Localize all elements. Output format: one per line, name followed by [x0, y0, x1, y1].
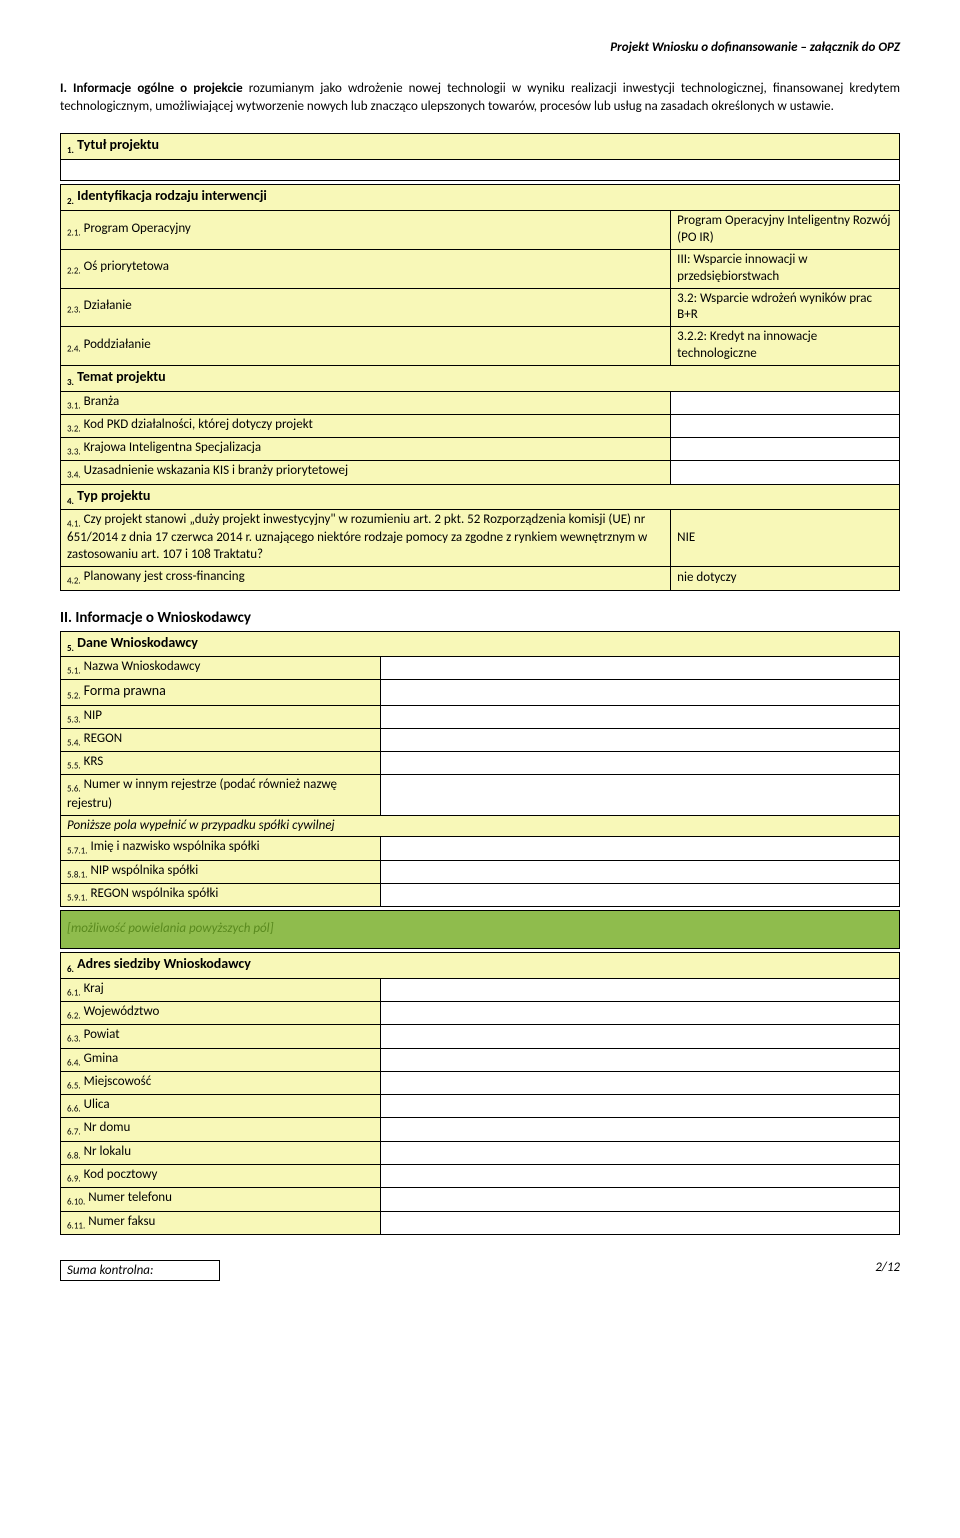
- intro-lead: I. Informacje ogólne o projekcie: [60, 81, 249, 96]
- green-note: [możliwość powielania powyższych pól]: [61, 911, 900, 949]
- s6-r2-value[interactable]: [381, 1001, 900, 1024]
- section-2-table: 2. Identyfikacja rodzaju interwencji 2.1…: [60, 184, 900, 590]
- s5-r8-label: 5.8.1. NIP wspólnika spółki: [61, 860, 381, 883]
- s3-r1-label: 3.1. Branża: [61, 391, 671, 414]
- s5-r9-value[interactable]: [381, 884, 900, 907]
- s6-r6-value[interactable]: [381, 1095, 900, 1118]
- s5-r7-label: 5.7.1. Imię i nazwisko wspólnika spółki: [61, 837, 381, 860]
- section-6-table: 6. Adres siedziby Wnioskodawcy 6.1. Kraj…: [60, 952, 900, 1235]
- s3-r1-value[interactable]: [671, 391, 900, 414]
- s4-r1-value: NIE: [671, 510, 900, 567]
- s5-r8-value[interactable]: [381, 860, 900, 883]
- s2-header: 2. Identyfikacja rodzaju interwencji: [61, 185, 900, 210]
- s5-r6-label: 5.6. Numer w innym rejestrze (podać równ…: [61, 775, 381, 815]
- footer-checksum: Suma kontrolna:: [60, 1260, 220, 1281]
- s2-r4-label: 2.4. Poddziałanie: [61, 327, 671, 366]
- s2-r3-value: 3.2: Wsparcie wdrożeń wyników prac B+R: [671, 288, 900, 327]
- s3-r3-label: 3.3. Krajowa Inteligentna Specjalizacja: [61, 438, 671, 461]
- s6-r7-value[interactable]: [381, 1118, 900, 1141]
- s6-header: 6. Adres siedziby Wnioskodawcy: [61, 953, 900, 978]
- s6-r7-label: 6.7. Nr domu: [61, 1118, 381, 1141]
- s5-r6-value[interactable]: [381, 775, 900, 815]
- footer-page-number: 2/12: [875, 1260, 900, 1281]
- s6-r2-label: 6.2. Województwo: [61, 1001, 381, 1024]
- s6-r10-value[interactable]: [381, 1188, 900, 1211]
- intro-paragraph: I. Informacje ogólne o projekcie rozumia…: [60, 80, 900, 115]
- page-footer: Suma kontrolna: 2/12: [60, 1260, 900, 1281]
- s2-r1-label: 2.1. Program Operacyjny: [61, 210, 671, 249]
- s4-r2-label: 4.2. Planowany jest cross-financing: [61, 567, 671, 590]
- s6-r4-value[interactable]: [381, 1048, 900, 1071]
- s2-r1-value: Program Operacyjny Inteligentny Rozwój (…: [671, 210, 900, 249]
- s5-r4-label: 5.4. REGON: [61, 728, 381, 751]
- s4-header: 4. Typ projektu: [61, 484, 900, 509]
- s5-note: Poniższe pola wypełnić w przypadku spółk…: [61, 815, 900, 837]
- s3-r4-label: 3.4. Uzasadnienie wskazania KIS i branży…: [61, 461, 671, 484]
- s6-r11-label: 6.11. Numer faksu: [61, 1211, 381, 1234]
- s3-r4-value[interactable]: [671, 461, 900, 484]
- s2-r2-label: 2.2. Oś priorytetowa: [61, 249, 671, 288]
- doc-header: Projekt Wniosku o dofinansowanie – załąc…: [60, 40, 900, 55]
- s5-r3-label: 5.3. NIP: [61, 705, 381, 728]
- s5-r1-label: 5.1. Nazwa Wnioskodawcy: [61, 657, 381, 680]
- s6-r8-label: 6.8. Nr lokalu: [61, 1141, 381, 1164]
- s3-r3-value[interactable]: [671, 438, 900, 461]
- s1-header: 1. Tytuł projektu: [61, 134, 900, 159]
- s5-r2-label: 5.2. Forma prawna: [61, 680, 381, 705]
- green-note-table: [możliwość powielania powyższych pól]: [60, 910, 900, 949]
- s6-r1-label: 6.1. Kraj: [61, 978, 381, 1001]
- s6-r5-value[interactable]: [381, 1071, 900, 1094]
- s5-r4-value[interactable]: [381, 728, 900, 751]
- s6-r11-value[interactable]: [381, 1211, 900, 1234]
- s6-r9-label: 6.9. Kod pocztowy: [61, 1164, 381, 1187]
- s5-r2-value[interactable]: [381, 680, 900, 705]
- s4-r1-label: 4.1. Czy projekt stanowi „duży projekt i…: [61, 510, 671, 567]
- s6-r6-label: 6.6. Ulica: [61, 1095, 381, 1118]
- s5-r3-value[interactable]: [381, 705, 900, 728]
- s6-r3-label: 6.3. Powiat: [61, 1025, 381, 1048]
- s5-r5-label: 5.5. KRS: [61, 752, 381, 775]
- s3-r2-value[interactable]: [671, 414, 900, 437]
- s3-header: 3. Temat projektu: [61, 366, 900, 391]
- s5-r1-value[interactable]: [381, 657, 900, 680]
- s6-r3-value[interactable]: [381, 1025, 900, 1048]
- s6-r1-value[interactable]: [381, 978, 900, 1001]
- s4-r2-value: nie dotyczy: [671, 567, 900, 590]
- s1-value[interactable]: [61, 159, 900, 181]
- s6-r8-value[interactable]: [381, 1141, 900, 1164]
- s6-r10-label: 6.10. Numer telefonu: [61, 1188, 381, 1211]
- s5-r5-value[interactable]: [381, 752, 900, 775]
- s3-r2-label: 3.2. Kod PKD działalności, której dotycz…: [61, 414, 671, 437]
- s6-r5-label: 6.5. Miejscowość: [61, 1071, 381, 1094]
- s2-r4-value: 3.2.2: Kredyt na innowacje technologiczn…: [671, 327, 900, 366]
- s5-r9-label: 5.9.1. REGON wspólnika spółki: [61, 884, 381, 907]
- section-ii-heading: II. Informacje o Wnioskodawcy: [60, 609, 900, 627]
- section-5-table: 5. Dane Wnioskodawcy 5.1. Nazwa Wnioskod…: [60, 631, 900, 908]
- s2-r2-value: III: Wsparcie innowacji w przedsiębiorst…: [671, 249, 900, 288]
- s6-r4-label: 6.4. Gmina: [61, 1048, 381, 1071]
- s5-r7-value[interactable]: [381, 837, 900, 860]
- s6-r9-value[interactable]: [381, 1164, 900, 1187]
- section-1-table: 1. Tytuł projektu: [60, 133, 900, 181]
- s2-r3-label: 2.3. Działanie: [61, 288, 671, 327]
- s5-header: 5. Dane Wnioskodawcy: [61, 631, 900, 656]
